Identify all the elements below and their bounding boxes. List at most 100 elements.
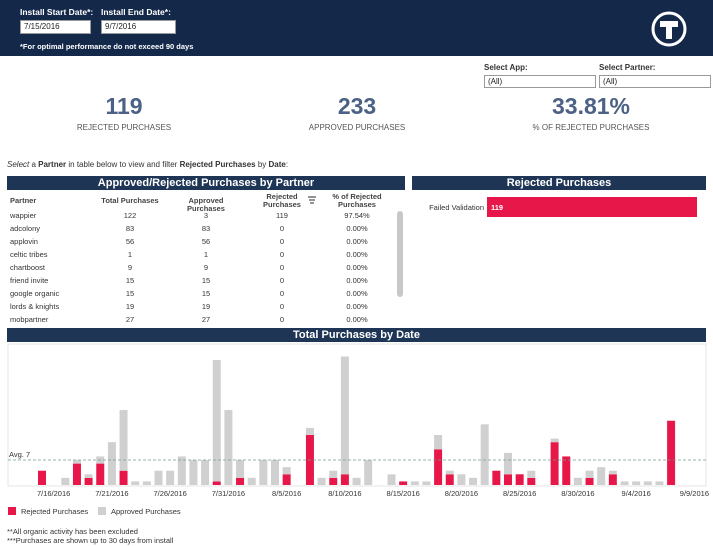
- bar-segment: [445, 474, 454, 485]
- table-cell: 27: [201, 315, 211, 324]
- bar-segment: [492, 470, 501, 485]
- table-cell: 15: [125, 289, 135, 298]
- bar-segment: [61, 477, 70, 485]
- table-cell[interactable]: friend invite: [10, 276, 49, 285]
- logo: [651, 11, 687, 47]
- bar-segment: [643, 481, 652, 485]
- bar-segment: [305, 427, 314, 436]
- bar-segment: [399, 481, 408, 485]
- instruction: Select a Partner in table below to view …: [7, 160, 288, 169]
- footnote: **All organic activity has been excluded: [7, 527, 138, 536]
- table-cell[interactable]: celtic tribes: [10, 250, 48, 259]
- x-tick-label: 7/31/2016: [212, 489, 245, 498]
- table-cell: Total Purchases: [101, 196, 159, 205]
- bar-segment: [166, 470, 175, 485]
- kpi-label: APPROVED PURCHASES: [308, 123, 406, 132]
- bar-segment: [585, 470, 594, 478]
- scrollbar[interactable]: [397, 211, 403, 297]
- table-cell: 0: [279, 302, 285, 311]
- category-label: Failed Validation: [429, 203, 484, 212]
- table-cell[interactable]: Partner: [10, 196, 37, 205]
- table-cell[interactable]: adcolony: [10, 224, 41, 233]
- table-cell[interactable]: applovin: [10, 237, 38, 246]
- bar-segment: [201, 460, 210, 485]
- bar-segment: [480, 424, 489, 485]
- bar-segment: [247, 477, 256, 485]
- bar-segment: [527, 470, 536, 478]
- table-cell: 0: [279, 315, 285, 324]
- bar-segment: [212, 360, 221, 482]
- plot-area: [7, 343, 707, 487]
- table-cell: 122: [123, 211, 137, 220]
- table-cell: 0.00%: [346, 250, 368, 259]
- filter-dropdown[interactable]: (All): [484, 75, 596, 88]
- bar-segment: [317, 477, 326, 485]
- bar-segment: [154, 470, 163, 485]
- table-cell: 27: [125, 315, 135, 324]
- bar-segment: [107, 442, 116, 485]
- table-cell: Rejected Purchases: [263, 192, 301, 209]
- table-cell: 0: [279, 224, 285, 233]
- table-cell: 0: [279, 276, 285, 285]
- table-cell: 9: [203, 263, 209, 272]
- table-cell: 3: [203, 211, 209, 220]
- start-label: Install Start Date*:: [20, 7, 94, 17]
- table-cell: % of Rejected Purchases: [332, 192, 382, 209]
- bar-segment: [585, 477, 594, 485]
- bar-segment: [527, 477, 536, 485]
- bar-segment: [434, 435, 443, 450]
- bar-segment: [562, 456, 571, 485]
- instruction-text: a: [29, 160, 39, 169]
- bar-segment: [282, 467, 291, 475]
- table-cell: 0.00%: [346, 289, 368, 298]
- filter-dropdown[interactable]: (All): [599, 75, 711, 88]
- table-cell: 83: [125, 224, 135, 233]
- bar-segment: [224, 410, 233, 485]
- filter-label: Select Partner:: [599, 63, 656, 72]
- instruction-text: :: [285, 160, 289, 169]
- table-cell: 0.00%: [346, 263, 368, 272]
- bar-segment: [340, 356, 349, 475]
- table-cell: Approved Purchases: [187, 196, 225, 213]
- table-cell[interactable]: chartboost: [10, 263, 46, 272]
- kpi-label: % OF REJECTED PURCHASES: [532, 123, 650, 132]
- table-cell: 19: [201, 302, 211, 311]
- table-cell[interactable]: mobpartner: [10, 315, 49, 324]
- table-cell: 0.00%: [346, 237, 368, 246]
- legend-label: Rejected Purchases: [21, 507, 88, 516]
- start-input[interactable]: 7/15/2016: [20, 20, 91, 34]
- table-cell: 119: [276, 211, 288, 220]
- x-tick-label: 8/10/2016: [328, 489, 361, 498]
- instruction-text: Rejected Purchases: [179, 160, 256, 169]
- bar-segment: [72, 463, 81, 485]
- kpi-value: 233: [337, 93, 377, 119]
- bar-segment: [655, 481, 664, 485]
- x-tick-label: 9/9/2016: [680, 489, 709, 498]
- bar-segment: [457, 474, 466, 485]
- end-input[interactable]: 9/7/2016: [101, 20, 176, 34]
- table-cell: 1: [127, 250, 133, 259]
- bar-segment: [387, 474, 396, 485]
- bar-segment: [469, 477, 478, 485]
- kpi-value: 119: [105, 93, 143, 119]
- table-cell[interactable]: wappier: [10, 211, 37, 220]
- bar-segment: [597, 467, 606, 485]
- instruction-text: in table below to view and filter: [66, 160, 180, 169]
- x-tick-label: 8/20/2016: [445, 489, 478, 498]
- bar-segment: [550, 438, 559, 443]
- x-tick-label: 8/30/2016: [561, 489, 594, 498]
- table-cell[interactable]: google organic: [10, 289, 60, 298]
- bar-segment: [131, 481, 140, 485]
- bar-segment: [212, 481, 221, 485]
- table-cell[interactable]: lords & knights: [10, 302, 60, 311]
- x-tick-label: 8/25/2016: [503, 489, 536, 498]
- bar: [487, 197, 697, 217]
- value-label: 119: [491, 203, 503, 212]
- x-tick-label: 7/21/2016: [95, 489, 128, 498]
- sort-icon[interactable]: [307, 196, 317, 205]
- bar-segment: [515, 474, 524, 485]
- bar-segment: [364, 460, 373, 485]
- table-cell: 1: [203, 250, 209, 259]
- legend-label: Approved Purchases: [111, 507, 181, 516]
- table-cell: 15: [201, 276, 211, 285]
